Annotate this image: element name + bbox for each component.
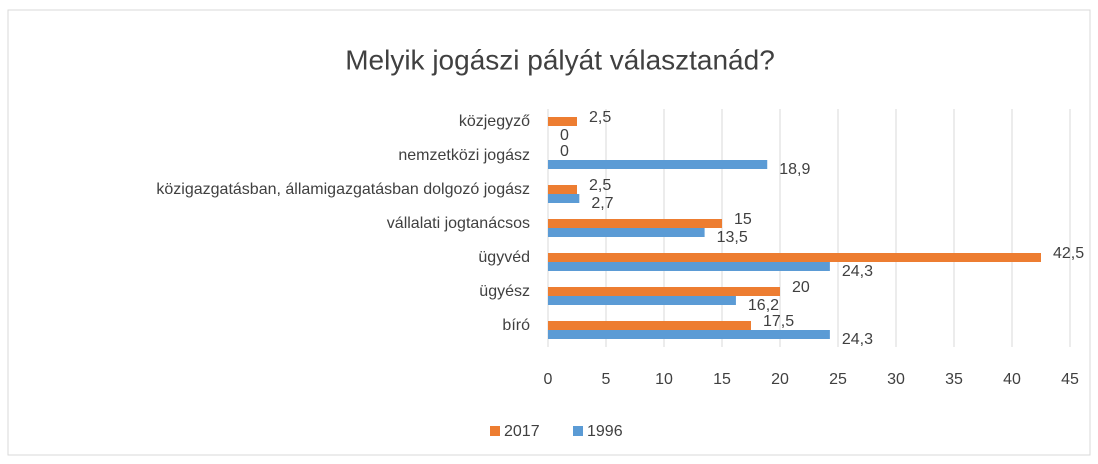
y-tick-label: vállalati jogtanácsos [387,215,530,232]
bar [548,160,768,169]
bar [548,262,830,271]
y-tick-label: ügyvéd [478,249,530,266]
data-label: 13,5 [717,229,748,246]
y-tick-label: bíró [502,317,530,334]
data-label: 20 [792,279,810,296]
legend-swatch [490,426,500,436]
bar [548,185,577,194]
bar [548,194,580,203]
x-tick-label: 35 [945,371,963,388]
data-label: 17,5 [763,313,794,330]
x-tick-label: 25 [829,371,847,388]
data-label: 16,2 [748,297,779,314]
bar [548,228,705,237]
bar [548,296,736,305]
y-tick-label: közjegyző [459,113,530,130]
x-tick-label: 5 [602,371,611,388]
data-label: 24,3 [842,263,873,280]
y-tick-label: ügyész [479,283,530,300]
x-tick-label: 45 [1061,371,1079,388]
bar [548,219,722,228]
x-tick-label: 30 [887,371,905,388]
data-label: 2,5 [589,177,611,194]
x-tick-label: 20 [771,371,789,388]
y-tick-label: közigazgatásban, államigazgatásban dolgo… [156,181,530,198]
y-tick-label: nemzetközi jogász [398,147,530,164]
x-tick-label: 0 [544,371,553,388]
chart-title: Melyik jogászi pályát választanád? [345,44,775,75]
bar [548,330,830,339]
legend-swatch [573,426,583,436]
x-tick-label: 15 [713,371,731,388]
bar [548,253,1041,262]
data-label: 2,7 [591,195,613,212]
data-label: 18,9 [779,161,810,178]
bar [548,321,751,330]
legend-label: 1996 [587,423,623,440]
x-tick-label: 40 [1003,371,1021,388]
data-label: 2,5 [589,109,611,126]
bar [548,287,780,296]
data-label: 15 [734,211,752,228]
bar [548,117,577,126]
data-label: 42,5 [1053,245,1084,262]
x-tick-label: 10 [655,371,673,388]
data-label: 0 [560,127,569,144]
data-label: 24,3 [842,331,873,348]
legend-label: 2017 [504,423,540,440]
data-label: 0 [560,143,569,160]
